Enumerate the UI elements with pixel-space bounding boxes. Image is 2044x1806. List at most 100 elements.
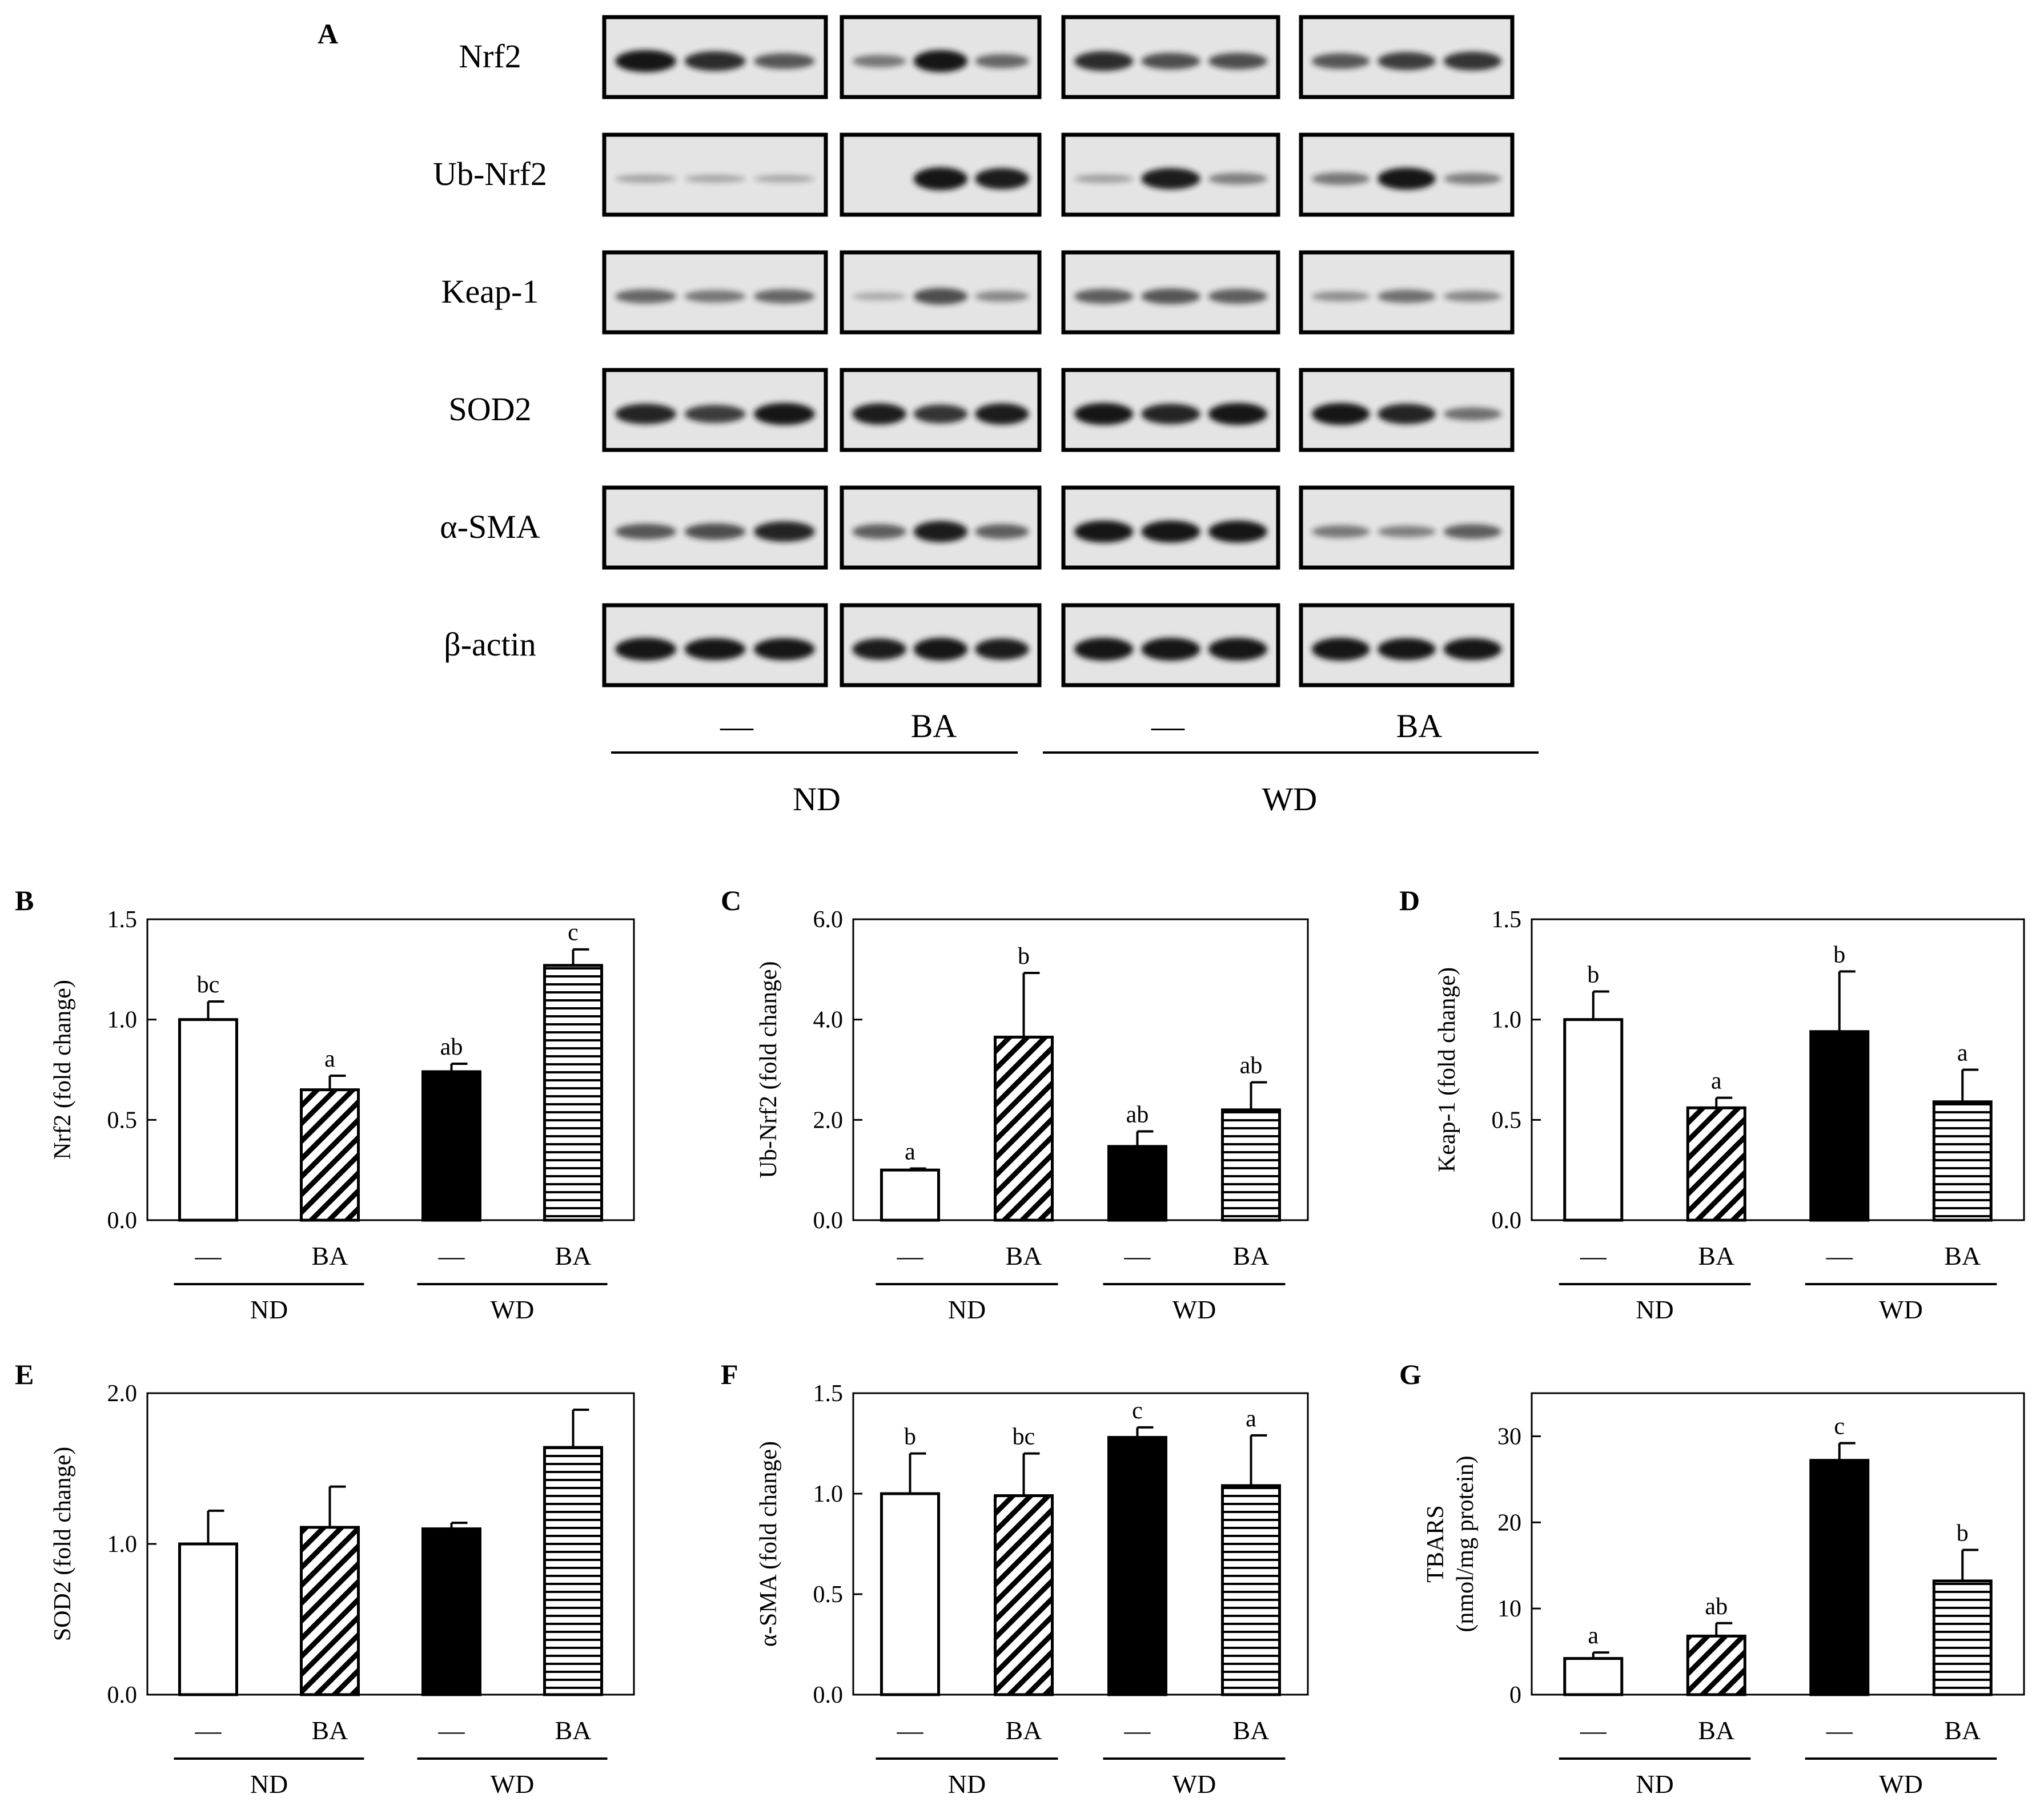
blot-band	[1074, 520, 1134, 543]
y-tick-label: 0.0	[813, 1208, 844, 1234]
y-tick-label: 30	[1497, 1423, 1521, 1450]
blot-band	[1378, 167, 1436, 190]
bar	[1686, 1634, 1746, 1696]
bar	[994, 1035, 1054, 1222]
panel-label: C	[721, 884, 741, 916]
plot-frame	[146, 918, 635, 1221]
blot-band	[1378, 52, 1436, 70]
chart-panel-g: G 0 10 20 30 TBARS (nmol/mg protein) a — ab BA c — b B…	[1399, 1358, 2025, 1799]
bar	[421, 1527, 481, 1696]
blot-band	[1208, 403, 1267, 425]
y-tick-label: 1.5	[107, 907, 138, 933]
significance-letter: a	[1711, 1068, 1722, 1095]
y-axis-label: α-SMA (fold change)	[756, 1441, 782, 1647]
blot-row-label: Ub-Nrf2	[433, 155, 547, 192]
x-category-label: —	[897, 1241, 924, 1270]
x-category-label: —	[438, 1716, 465, 1745]
bar	[300, 1088, 360, 1222]
y-tick-label: 0	[1509, 1682, 1521, 1708]
y-axis-label: Keap-1 (fold change)	[1434, 967, 1460, 1172]
panel-label: E	[15, 1358, 34, 1390]
group-label: ND	[1636, 1769, 1673, 1799]
y-axis-label: Nrf2 (fold change)	[50, 980, 76, 1160]
bar	[421, 1070, 481, 1222]
blot-band	[852, 55, 906, 67]
y-tick-label: 1.0	[107, 1531, 138, 1558]
blot-band	[615, 174, 677, 183]
blot-band	[684, 523, 746, 540]
blot-band	[1074, 289, 1134, 304]
bar	[543, 1446, 603, 1696]
x-category-label: BA	[555, 1241, 592, 1270]
group-label: ND	[948, 1295, 986, 1324]
significance-letter: a	[905, 1139, 915, 1165]
blot-treatment-label-1: —	[720, 707, 754, 745]
group-label: WD	[491, 1295, 535, 1324]
panel-label: F	[721, 1358, 738, 1390]
blot-band	[684, 51, 746, 71]
y-tick-label: 10	[1497, 1596, 1521, 1622]
western-blot-panel: A Nrf2 Ub-Nrf2 Keap-1 SOD2 α-SMA β-actin — BA…	[318, 15, 1539, 818]
x-category-label: —	[897, 1716, 924, 1745]
group-label: ND	[250, 1769, 288, 1799]
x-category-label: BA	[1698, 1241, 1734, 1270]
blot-band	[615, 289, 677, 304]
bar	[1932, 1100, 1993, 1222]
group-label: WD	[1172, 1769, 1216, 1799]
blot-band	[684, 175, 746, 183]
group-label: ND	[948, 1769, 986, 1799]
bar	[1221, 1108, 1281, 1222]
blot-treatment-label-4: BA	[1396, 707, 1443, 745]
blot-band	[1443, 172, 1502, 185]
plot-frame	[1531, 918, 2025, 1221]
significance-letter: b	[1833, 942, 1845, 968]
significance-letter: ab	[1126, 1102, 1149, 1128]
blot-band	[1074, 403, 1134, 425]
group-label: WD	[1879, 1295, 1923, 1324]
blot-band	[1311, 525, 1370, 538]
blot-row-label: SOD2	[448, 391, 531, 428]
x-category-label: —	[1580, 1241, 1607, 1270]
blot-band	[1378, 289, 1436, 303]
blot-band	[913, 521, 968, 542]
bar	[178, 1018, 238, 1222]
blot-band	[1141, 53, 1200, 70]
blot-band	[1141, 288, 1200, 304]
blot-band	[1311, 172, 1370, 185]
blot-band	[753, 175, 815, 183]
blot-band	[1378, 525, 1436, 538]
x-category-label: BA	[312, 1716, 348, 1745]
x-category-label: —	[195, 1241, 222, 1270]
x-category-label: —	[1826, 1241, 1853, 1270]
blot-band	[1311, 638, 1370, 661]
bar	[880, 1492, 940, 1696]
blot-row-label: Nrf2	[459, 38, 521, 75]
blot-treatment-axis: — BA — BA ND WD	[611, 707, 1539, 818]
blot-band	[1074, 174, 1134, 183]
y-tick-label: 2.0	[107, 1381, 138, 1407]
blot-group-label-wd: WD	[1262, 781, 1318, 818]
blot-band	[684, 405, 746, 423]
blot-band	[852, 524, 906, 539]
group-label: ND	[250, 1295, 288, 1324]
blot-band	[1074, 638, 1134, 661]
chart-panel-c: C 0.0 2.0 4.0 6.0 Ub-Nrf2 (fold change) a — b BA a…	[721, 884, 1309, 1324]
blot-band	[753, 638, 815, 661]
blot-band	[1208, 520, 1267, 543]
blot-band	[1443, 51, 1502, 71]
blot-band	[1443, 407, 1502, 421]
bar	[300, 1526, 360, 1696]
plot-frame	[852, 1392, 1309, 1696]
blot-band	[1378, 404, 1436, 424]
blot-band	[1443, 638, 1502, 661]
x-category-label: BA	[1233, 1241, 1270, 1270]
blot-band	[753, 289, 815, 304]
group-label: WD	[1879, 1769, 1923, 1799]
blot-row-label: α-SMA	[440, 508, 540, 545]
bar	[543, 964, 603, 1222]
y-tick-label: 0.5	[813, 1582, 844, 1608]
blot-band	[852, 638, 906, 660]
plot-frame	[1531, 1392, 2025, 1696]
blot-band	[1141, 404, 1200, 424]
